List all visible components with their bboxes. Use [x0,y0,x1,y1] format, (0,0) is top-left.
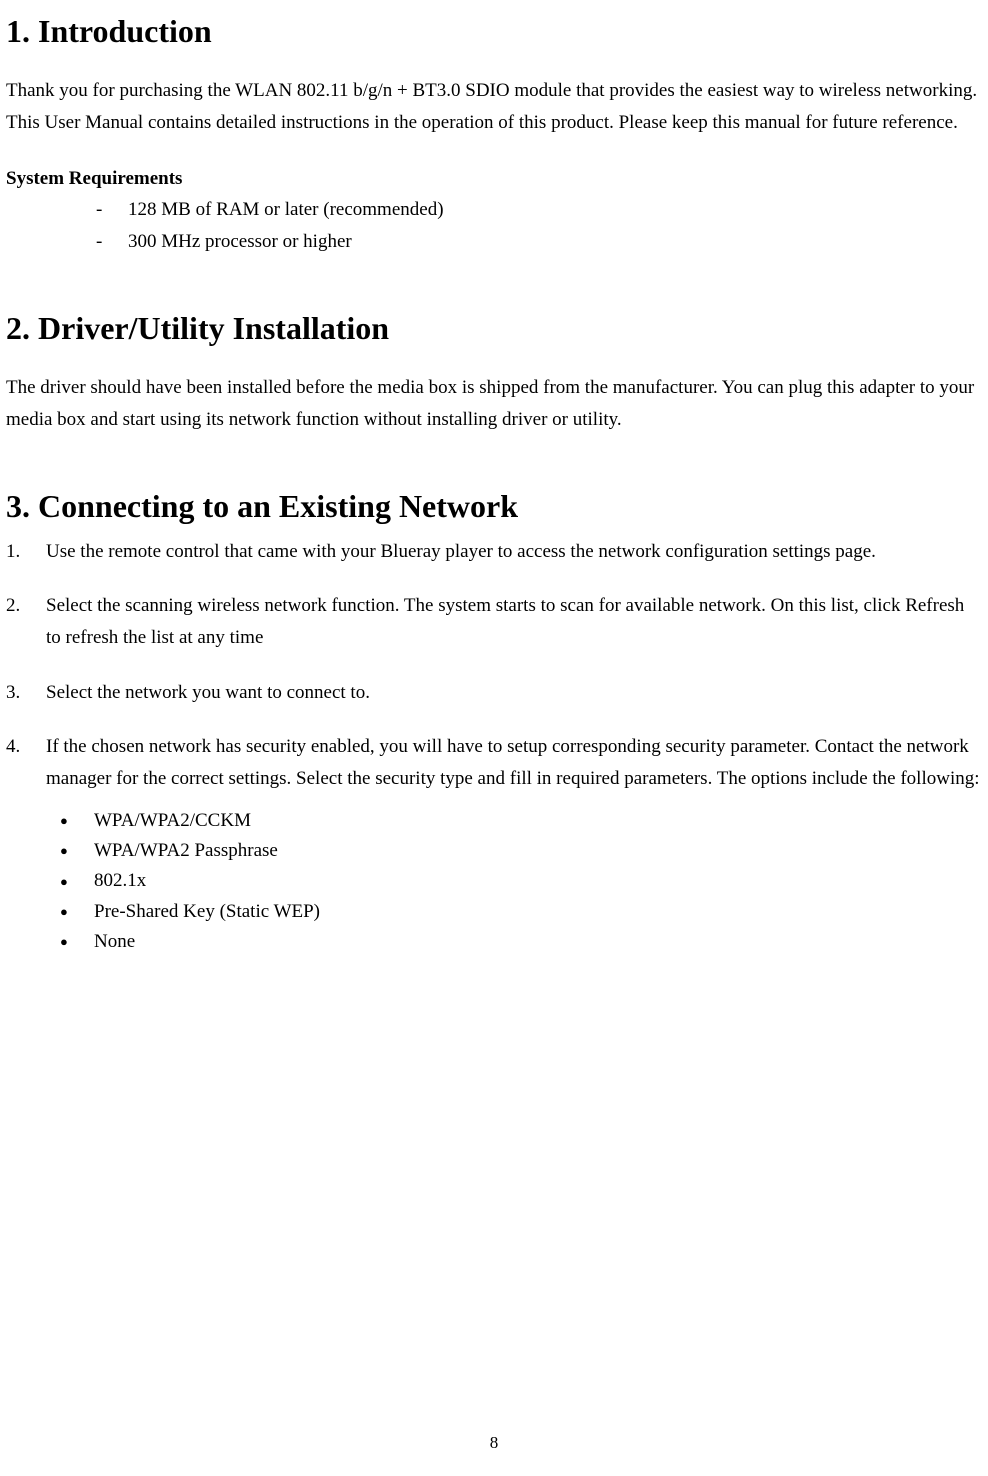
system-requirements-list: -128 MB of RAM or later (recommended) -3… [96,194,982,259]
system-requirements-heading: System Requirements [6,164,982,194]
bullet-text: WPA/WPA2 Passphrase [94,840,278,861]
bullet-item: ●WPA/WPA2 Passphrase [60,836,982,866]
bullet-icon: ● [60,811,94,832]
page-number: 8 [0,1429,988,1456]
step-number: 2. [6,590,46,622]
sysreq-item: -300 MHz processor or higher [96,226,982,258]
bullet-text: 802.1x [94,870,146,891]
dash-icon: - [96,194,128,226]
bullet-icon: ● [60,872,94,893]
bullet-item: ●None [60,927,982,957]
step-item: 1. Use the remote control that came with… [6,536,982,568]
section-2-title: 2. Driver/Utility Installation [6,303,982,354]
driver-paragraph: The driver should have been installed be… [6,372,982,437]
connecting-steps-list: 1. Use the remote control that came with… [6,536,982,796]
step-number: 3. [6,677,46,709]
step-text: Select the network you want to connect t… [46,677,982,709]
step-number: 4. [6,731,46,763]
bullet-text: None [94,931,135,952]
sysreq-item: -128 MB of RAM or later (recommended) [96,194,982,226]
bullet-item: ●802.1x [60,866,982,896]
step-text: Select the scanning wireless network fun… [46,590,982,655]
dash-icon: - [96,226,128,258]
sysreq-text: 300 MHz processor or higher [128,231,352,252]
bullet-text: Pre-Shared Key (Static WEP) [94,901,320,922]
bullet-icon: ● [60,932,94,953]
bullet-text: WPA/WPA2/CCKM [94,810,251,831]
step-item: 3. Select the network you want to connec… [6,677,982,709]
step-text: If the chosen network has security enabl… [46,731,982,796]
security-options-list: ●WPA/WPA2/CCKM ●WPA/WPA2 Passphrase ●802… [60,806,982,958]
step-item: 2. Select the scanning wireless network … [6,590,982,655]
step-item: 4. If the chosen network has security en… [6,731,982,796]
bullet-item: ●Pre-Shared Key (Static WEP) [60,897,982,927]
bullet-icon: ● [60,841,94,862]
section-3-title: 3. Connecting to an Existing Network [6,481,982,532]
intro-paragraph: Thank you for purchasing the WLAN 802.11… [6,75,982,140]
sysreq-text: 128 MB of RAM or later (recommended) [128,199,444,220]
step-number: 1. [6,536,46,568]
section-1-title: 1. Introduction [6,6,982,57]
bullet-item: ●WPA/WPA2/CCKM [60,806,982,836]
bullet-icon: ● [60,902,94,923]
step-text: Use the remote control that came with yo… [46,536,982,568]
